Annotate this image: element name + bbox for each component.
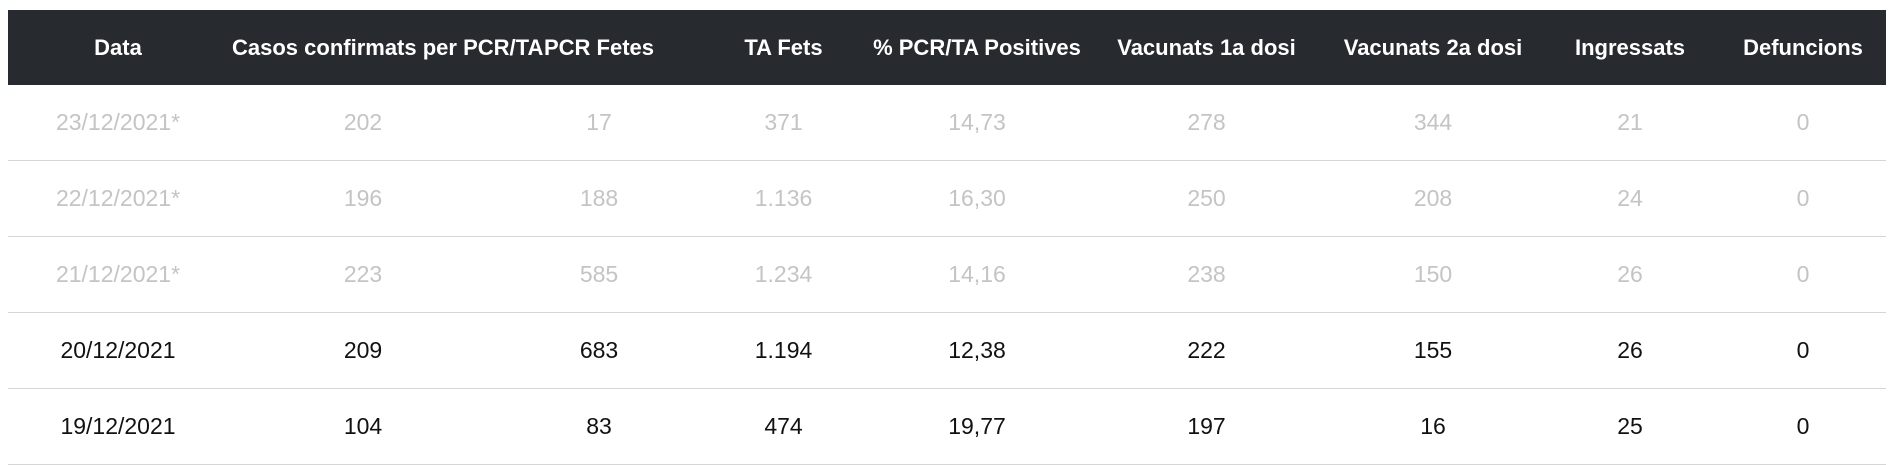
table-cell: 20/12/2021 [8, 312, 228, 389]
table-cell: 196 [228, 160, 498, 237]
table-cell: 1.194 [700, 312, 867, 389]
table-cell: 21/12/2021* [8, 236, 228, 313]
table-cell: 14,16 [867, 236, 1087, 313]
table-cell: 155 [1326, 312, 1540, 389]
table-cell: 208 [1326, 160, 1540, 237]
table-cell: 19,77 [867, 388, 1087, 465]
table-cell: 371 [700, 85, 867, 161]
table-header: Data Casos confirmats per PCR/TA PCR Fetes… [8, 10, 1886, 85]
table-cell: 250 [1087, 160, 1326, 237]
table-cell: 1.136 [700, 160, 867, 237]
table-row: 21/12/2021* 223 585 1.234 14,16 238 150 26 0 [8, 236, 1886, 313]
table-cell: 21 [1540, 85, 1720, 161]
table-cell: 202 [228, 85, 498, 161]
table-cell: 223 [228, 236, 498, 313]
table-cell: 197 [1087, 388, 1326, 465]
table-cell: 16 [1326, 388, 1540, 465]
table-cell: 585 [498, 236, 700, 313]
table-cell: 278 [1087, 85, 1326, 161]
table-cell: 26 [1540, 236, 1720, 313]
table-cell: 0 [1720, 312, 1886, 389]
table-cell: 222 [1087, 312, 1326, 389]
table-cell: 1.234 [700, 236, 867, 313]
table-cell: 0 [1720, 85, 1886, 161]
column-header: Casos confirmats per PCR/TA [228, 10, 543, 85]
table-cell: 188 [498, 160, 700, 237]
column-header: Vacunats 1a dosi [1087, 10, 1326, 85]
table-cell: 25 [1540, 388, 1720, 465]
table-cell: 344 [1326, 85, 1540, 161]
table-cell: 12,38 [867, 312, 1087, 389]
table-cell: 83 [498, 388, 700, 465]
table-cell: 209 [228, 312, 498, 389]
table-cell: 0 [1720, 236, 1886, 313]
table-cell: 24 [1540, 160, 1720, 237]
table-cell: 22/12/2021* [8, 160, 228, 237]
table-cell: 683 [498, 312, 700, 389]
table-cell: 104 [228, 388, 498, 465]
column-header: % PCR/TA Positives [867, 10, 1087, 85]
table-cell: 14,73 [867, 85, 1087, 161]
column-header: Vacunats 2a dosi [1326, 10, 1540, 85]
table-cell: 26 [1540, 312, 1720, 389]
table-cell: 23/12/2021* [8, 85, 228, 161]
data-table: Data Casos confirmats per PCR/TA PCR Fetes… [8, 10, 1886, 465]
table-cell: 0 [1720, 388, 1886, 465]
header-row: Data Casos confirmats per PCR/TA PCR Fetes… [8, 10, 1886, 85]
column-header: Defuncions [1720, 10, 1886, 85]
table-cell: 238 [1087, 236, 1326, 313]
table-cell: 474 [700, 388, 867, 465]
column-header: TA Fets [700, 10, 867, 85]
table-cell: 19/12/2021 [8, 388, 228, 465]
column-header: Ingressats [1540, 10, 1720, 85]
column-header: PCR Fetes [498, 10, 700, 85]
table-row: 19/12/2021 104 83 474 19,77 197 16 25 0 [8, 388, 1886, 465]
table-row: 20/12/2021 209 683 1.194 12,38 222 155 26 0 [8, 312, 1886, 389]
table-row: 22/12/2021* 196 188 1.136 16,30 250 208 24 0 [8, 160, 1886, 237]
table-cell: 150 [1326, 236, 1540, 313]
column-header: Data [8, 10, 228, 85]
table-cell: 17 [498, 85, 700, 161]
table-cell: 16,30 [867, 160, 1087, 237]
table-body: 23/12/2021* 202 17 371 14,73 278 344 21 0 22/12/2… [8, 85, 1886, 465]
table-cell: 0 [1720, 160, 1886, 237]
table-row: 23/12/2021* 202 17 371 14,73 278 344 21 0 [8, 85, 1886, 161]
